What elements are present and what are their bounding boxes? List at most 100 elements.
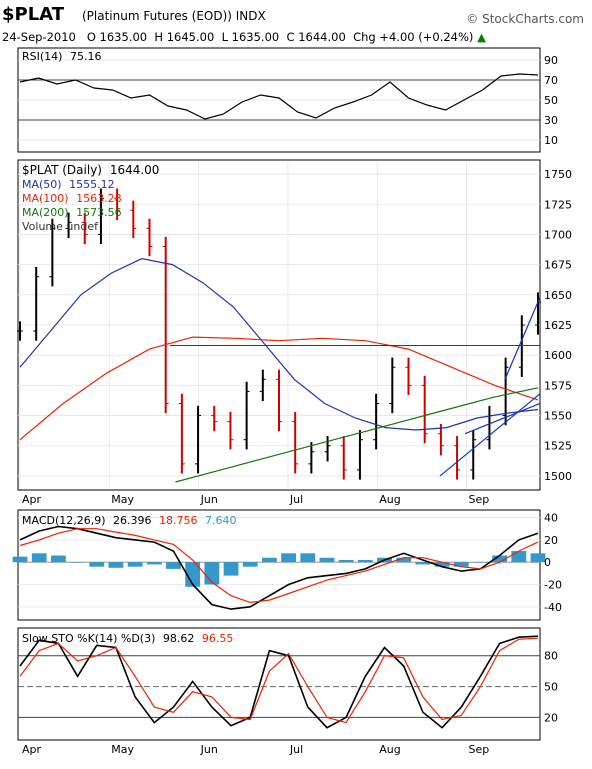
macd-hist-bar (357, 559, 373, 563)
quote-close: C 1644.00 (286, 30, 346, 44)
macd-tick-label: 0 (544, 556, 551, 569)
legend-ma100-value: 1563.28 (76, 192, 122, 205)
x-month-label: Sep (469, 493, 490, 506)
price-title-text: $PLAT (Daily) (22, 163, 102, 177)
symbol-title: $PLAT (2, 4, 64, 25)
sto-d-line (19, 637, 539, 724)
macd-panel: -40 -20 0 20 40 MACD(12,26,9) 26.396 18.756 … (12, 509, 562, 621)
legend-volume: Volume undef (22, 220, 99, 233)
price-tick-label: 1750 (544, 168, 572, 181)
rsi-value: 75.16 (70, 50, 102, 63)
macd-tick-label: 20 (544, 534, 558, 547)
macd-hist-bar (453, 562, 469, 567)
macd-hist-bar (319, 557, 335, 563)
quote-low: L 1635.00 (221, 30, 280, 44)
x-month-label: Apr (22, 743, 42, 756)
legend-ma50-value: 1555.12 (69, 178, 115, 191)
rsi-panel: 10 30 50 70 90 RSI(14) 75.16 (17, 47, 558, 153)
price-tick-label: 1500 (544, 470, 572, 483)
macd-hist-bar (12, 556, 28, 563)
price-tick-label: 1675 (544, 259, 572, 272)
trendline-3 (504, 296, 541, 380)
signal-line (19, 528, 539, 604)
symbol-name: (Platinum Futures (EOD)) INDX (82, 9, 266, 23)
macd-hist-bar (338, 559, 354, 563)
price-tick-label: 1525 (544, 440, 572, 453)
x-month-label: Jul (289, 493, 303, 506)
x-month-label: Sep (469, 743, 490, 756)
sto-label-text: Slow STO %K(14) %D(3) (22, 632, 155, 645)
price-tick-label: 1625 (544, 319, 572, 332)
rsi-tick-label: 70 (544, 74, 558, 87)
price-tick-label: 1700 (544, 228, 572, 241)
macd-hist-bar (223, 562, 239, 576)
legend-ma200: MA(200) 1573.56 (22, 206, 122, 219)
macd-tick-label: -40 (544, 601, 562, 614)
legend-ma200-name: MA(200) (22, 206, 69, 219)
rsi-label: RSI(14) 75.16 (22, 50, 101, 63)
macd-hist-bar (473, 562, 488, 563)
legend-ma50-name: MA(50) (22, 178, 62, 191)
sto-d-value: 96.55 (202, 632, 234, 645)
macd-hist-value: 7.640 (205, 514, 237, 527)
macd-tick-label: -20 (544, 579, 562, 592)
price-title: $PLAT (Daily) 1644.00 (22, 163, 159, 177)
macd-hist-bar (70, 562, 85, 563)
quote-date: 24-Sep-2010 (2, 30, 76, 44)
macd-hist-bar (281, 553, 296, 563)
rsi-tick-label: 50 (544, 94, 558, 107)
rsi-tick-label: 30 (544, 114, 558, 127)
macd-label-text: MACD(12,26,9) (22, 514, 106, 527)
macd-hist-bar (108, 562, 124, 568)
up-arrow-icon: ▲ (477, 30, 486, 44)
sto-tick-label: 20 (544, 711, 558, 724)
x-month-label: May (111, 493, 134, 506)
sto-label: Slow STO %K(14) %D(3) 98.62 96.55 (22, 632, 233, 645)
sto-panel: 20 50 80 Slow STO %K(14) %D(3) 98.62 96.55 (17, 627, 558, 741)
macd-hist-bar (50, 555, 66, 563)
rsi-tick-label: 10 (544, 134, 558, 147)
price-panel: 1500 1525 1550 1575 1600 1625 1650 1675 1700 1725… (17, 159, 572, 491)
x-month-label: Aug (379, 743, 400, 756)
legend-ma50: MA(50) 1555.12 (22, 178, 115, 191)
quote-high: H 1645.00 (154, 30, 215, 44)
macd-hist-bar (262, 557, 277, 563)
macd-value: 26.396 (113, 514, 152, 527)
legend-volume-name: Volume undef (22, 220, 99, 233)
trendline-2 (464, 402, 541, 435)
x-month-label: Apr (22, 493, 42, 506)
brand-logo[interactable]: © StockCharts.com (466, 12, 584, 26)
macd-hist-bar (396, 557, 412, 563)
price-tick-label: 1725 (544, 198, 572, 211)
sto-k-value: 98.62 (163, 632, 195, 645)
price-title-value: 1644.00 (110, 163, 160, 177)
macd-hist-bar (415, 562, 431, 565)
macd-hist-bar (492, 555, 508, 563)
price-legend: $PLAT (Daily) 1644.00 MA(50) 1555.12 MA(… (22, 163, 159, 233)
macd-hist-bar (89, 562, 105, 567)
rsi-label-text: RSI(14) (22, 50, 62, 63)
macd-hist-bar (185, 562, 201, 587)
legend-ma100-name: MA(100) (22, 192, 69, 205)
macd-hist-bar (204, 562, 220, 585)
macd-signal-value: 18.756 (159, 514, 198, 527)
macd-hist-bar (242, 562, 258, 567)
price-tick-label: 1650 (544, 289, 572, 302)
sto-tick-label: 50 (544, 681, 558, 694)
ma200-line (175, 387, 539, 483)
quote-open: O 1635.00 (86, 30, 148, 44)
macd-hist-bar (511, 551, 527, 563)
macd-hist-bar (146, 562, 162, 565)
macd-hist-bar (127, 562, 143, 567)
x-month-label: May (111, 743, 134, 756)
trendline-1 (439, 393, 541, 477)
macd-hist-bar (530, 553, 546, 563)
rsi-line (19, 73, 539, 120)
macd-hist-bar (434, 562, 450, 567)
sto-tick-label: 80 (544, 650, 558, 663)
ma50-line (19, 257, 539, 431)
x-month-label: Jun (200, 743, 218, 756)
ma100-line (19, 336, 539, 441)
price-tick-label: 1550 (544, 410, 572, 423)
macd-label: MACD(12,26,9) 26.396 18.756 7.640 (22, 514, 237, 527)
